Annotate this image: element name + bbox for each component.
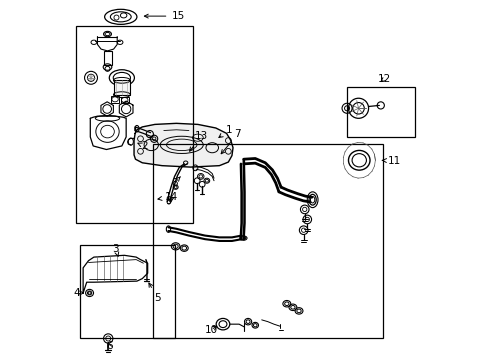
Bar — [103, 51, 112, 65]
Circle shape — [88, 292, 91, 294]
Bar — [111, 96, 119, 103]
Bar — [153, 144, 382, 338]
Text: 5: 5 — [149, 283, 161, 303]
Text: 4: 4 — [73, 288, 83, 298]
Bar — [113, 80, 130, 95]
Bar — [346, 87, 414, 137]
Text: 3: 3 — [112, 244, 119, 257]
Text: 2: 2 — [138, 141, 147, 151]
Polygon shape — [134, 123, 233, 167]
Bar — [76, 26, 192, 223]
Text: 11: 11 — [382, 156, 400, 166]
Text: 7: 7 — [221, 129, 241, 154]
Text: 13: 13 — [189, 131, 208, 151]
Text: 9: 9 — [164, 196, 174, 206]
Text: 15: 15 — [144, 11, 184, 21]
Bar — [80, 244, 174, 338]
Text: 14: 14 — [158, 192, 178, 202]
Text: 1: 1 — [219, 125, 232, 138]
Text: 12: 12 — [377, 74, 390, 84]
Text: 6: 6 — [106, 341, 112, 351]
Bar — [121, 97, 129, 103]
Text: 10: 10 — [204, 325, 217, 335]
Text: 8: 8 — [171, 177, 180, 188]
